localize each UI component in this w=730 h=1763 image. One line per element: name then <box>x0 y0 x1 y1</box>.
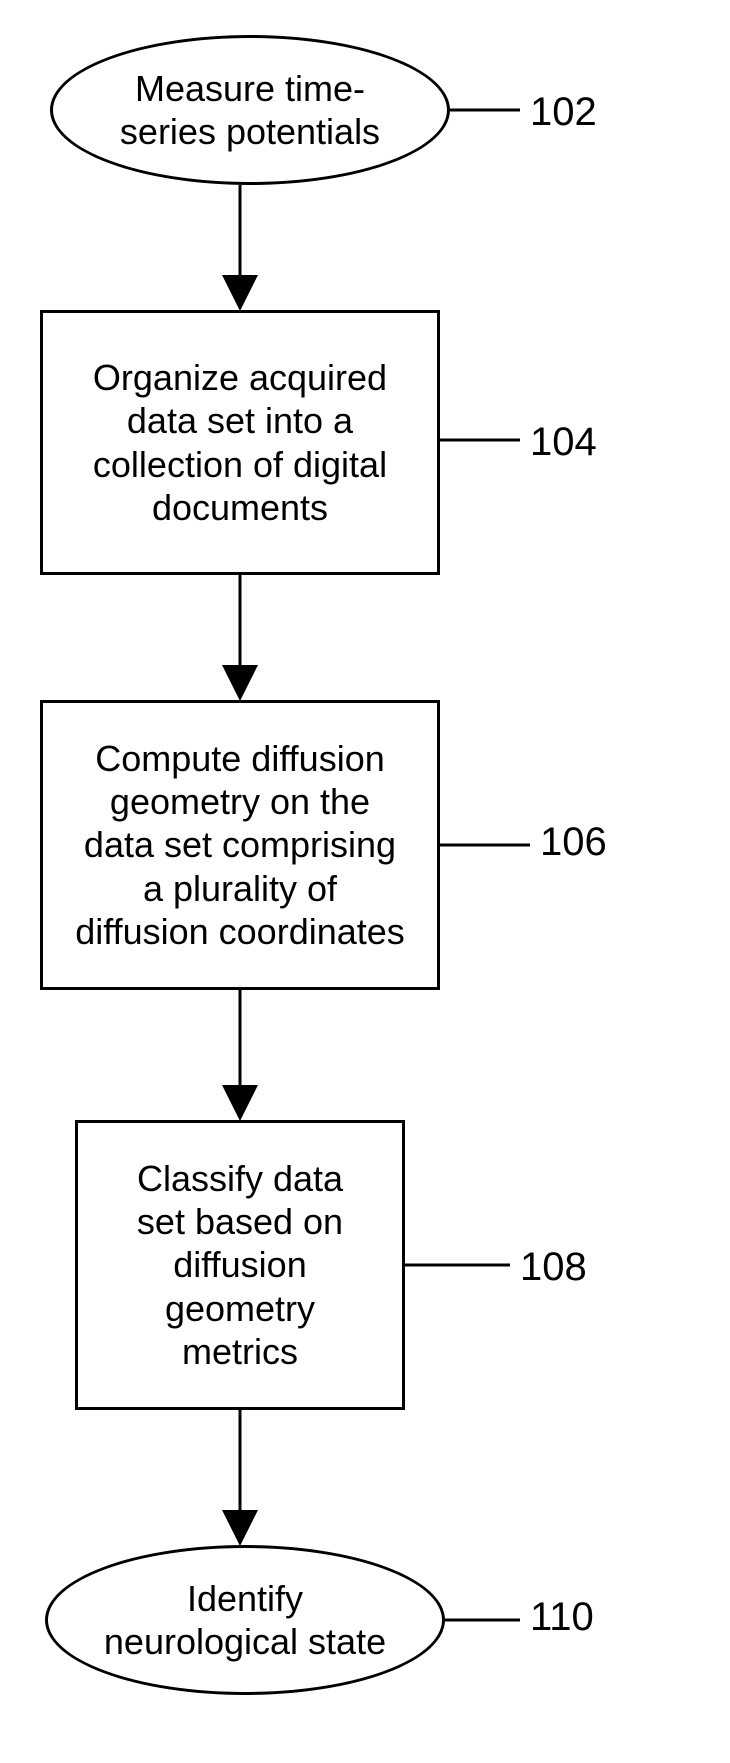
arrow-1-2 <box>0 0 730 1763</box>
